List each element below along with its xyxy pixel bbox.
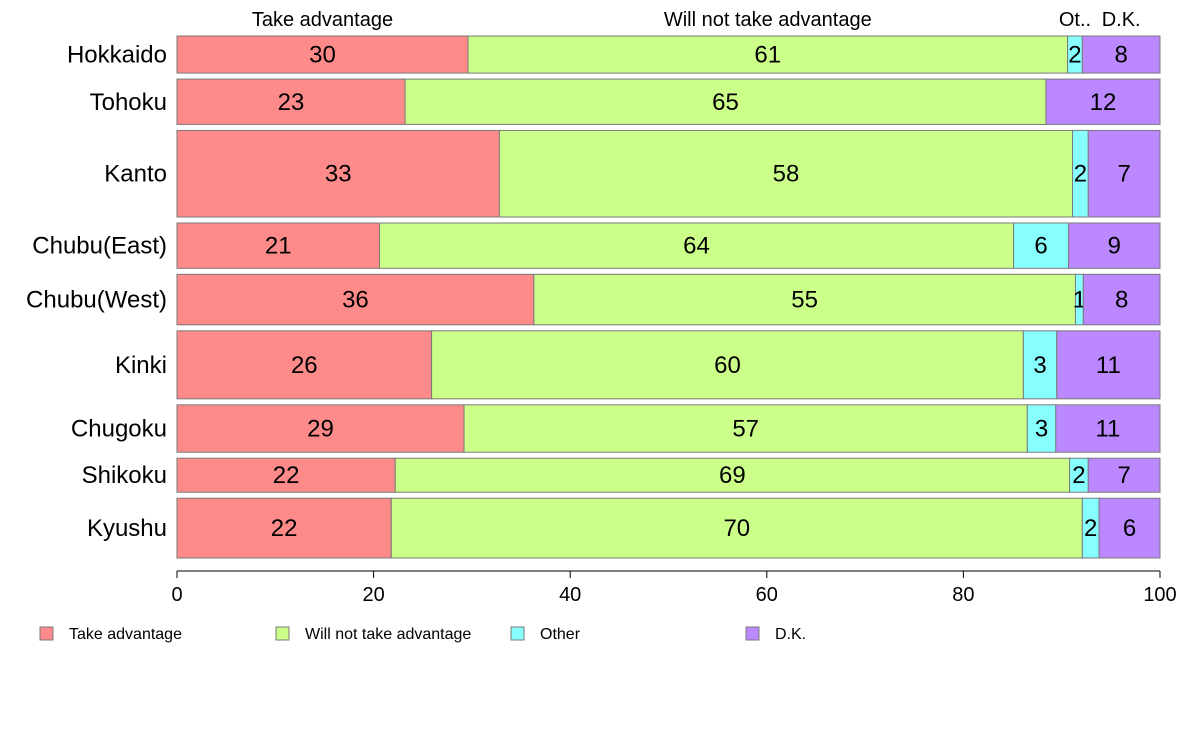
bar-segment [176, 222, 380, 269]
data-label: 69 [719, 462, 746, 489]
category-label: Shikoku [82, 462, 167, 489]
legend-swatch [275, 626, 290, 641]
data-label: 61 [754, 42, 781, 69]
data-label: 2 [1072, 462, 1085, 489]
data-label: 3 [1035, 416, 1048, 443]
legend-swatch [39, 626, 54, 641]
x-tick-label: 40 [559, 584, 581, 606]
data-label: 8 [1114, 42, 1127, 69]
bar-segment [431, 330, 1024, 400]
category-label: Kanto [104, 161, 167, 188]
bar-segment [176, 273, 535, 326]
data-label: 2 [1074, 161, 1087, 188]
data-label: 11 [1096, 352, 1121, 379]
data-label: 2 [1084, 515, 1097, 542]
bar-segment [378, 222, 1015, 269]
bar-segment [176, 78, 406, 125]
data-label: 7 [1117, 462, 1130, 489]
data-label: 26 [291, 352, 318, 379]
bar-segment [1082, 273, 1161, 326]
column-header: Will not take advantage [664, 9, 872, 31]
data-label: 11 [1095, 416, 1120, 443]
category-label: Chubu(East) [32, 233, 167, 260]
x-tick-label: 20 [362, 584, 384, 606]
bar-segment [463, 404, 1028, 453]
bar-segment [1098, 497, 1161, 559]
data-label: 1 [1073, 287, 1086, 314]
data-label: 58 [773, 161, 800, 188]
bar-segment [394, 457, 1071, 493]
data-label: 2 [1068, 42, 1081, 69]
data-label: 65 [712, 89, 739, 116]
bar-segment [1087, 457, 1161, 493]
data-label: 7 [1117, 161, 1130, 188]
bar-segment [176, 129, 500, 218]
bar-segment [1081, 35, 1161, 74]
bar-segment [176, 457, 396, 493]
column-header: D.K. [1102, 9, 1141, 31]
data-label: 64 [683, 233, 710, 260]
bar-segment [176, 404, 465, 453]
bar-segment [1045, 78, 1161, 125]
category-label: Chugoku [71, 416, 167, 443]
column-header: Ot.. [1059, 9, 1091, 31]
bar-segment [176, 35, 469, 74]
legend-swatch [510, 626, 525, 641]
data-label: 3 [1033, 352, 1046, 379]
bar-segment [404, 78, 1047, 125]
x-tick-label: 80 [952, 584, 974, 606]
data-label: 6 [1123, 515, 1136, 542]
bar-segment [1055, 404, 1161, 453]
data-label: 70 [723, 515, 750, 542]
data-label: 23 [278, 89, 305, 116]
column-header: Take advantage [252, 9, 393, 31]
category-label: Kinki [115, 352, 167, 379]
category-label: Hokkaido [67, 42, 167, 69]
data-label: 55 [791, 287, 818, 314]
x-tick-label: 100 [1143, 584, 1176, 606]
bar-segment [498, 129, 1074, 218]
data-label: 33 [325, 161, 352, 188]
bar-segment [1068, 222, 1161, 269]
data-label: 29 [307, 416, 334, 443]
data-label: 8 [1115, 287, 1128, 314]
data-label: 6 [1034, 233, 1047, 260]
bar-segment [176, 330, 433, 400]
x-tick-label: 0 [171, 584, 182, 606]
legend-label: Take advantage [69, 626, 182, 643]
data-label: 22 [273, 462, 300, 489]
category-label: Chubu(West) [26, 287, 167, 314]
data-label: 21 [265, 233, 292, 260]
bar-segment [1087, 129, 1161, 218]
bar-segment [1013, 222, 1070, 269]
category-label: Tohoku [90, 89, 167, 116]
data-label: 12 [1090, 89, 1117, 116]
data-label: 36 [342, 287, 369, 314]
category-label: Kyushu [87, 515, 167, 542]
legend-label: Will not take advantage [305, 626, 471, 643]
bar-segment [390, 497, 1083, 559]
legend-label: Other [540, 626, 581, 643]
data-label: 30 [309, 42, 336, 69]
data-label: 60 [714, 352, 741, 379]
bar-segment [1022, 330, 1058, 400]
bar-segment [1056, 330, 1161, 400]
x-tick-label: 60 [756, 584, 778, 606]
data-label: 9 [1108, 233, 1121, 260]
legend-label: D.K. [775, 626, 806, 643]
bar-segment [1026, 404, 1057, 453]
bar-segment [467, 35, 1069, 74]
data-label: 22 [271, 515, 298, 542]
data-label: 57 [732, 416, 759, 443]
bar-segment [176, 497, 392, 559]
legend-swatch [745, 626, 760, 641]
